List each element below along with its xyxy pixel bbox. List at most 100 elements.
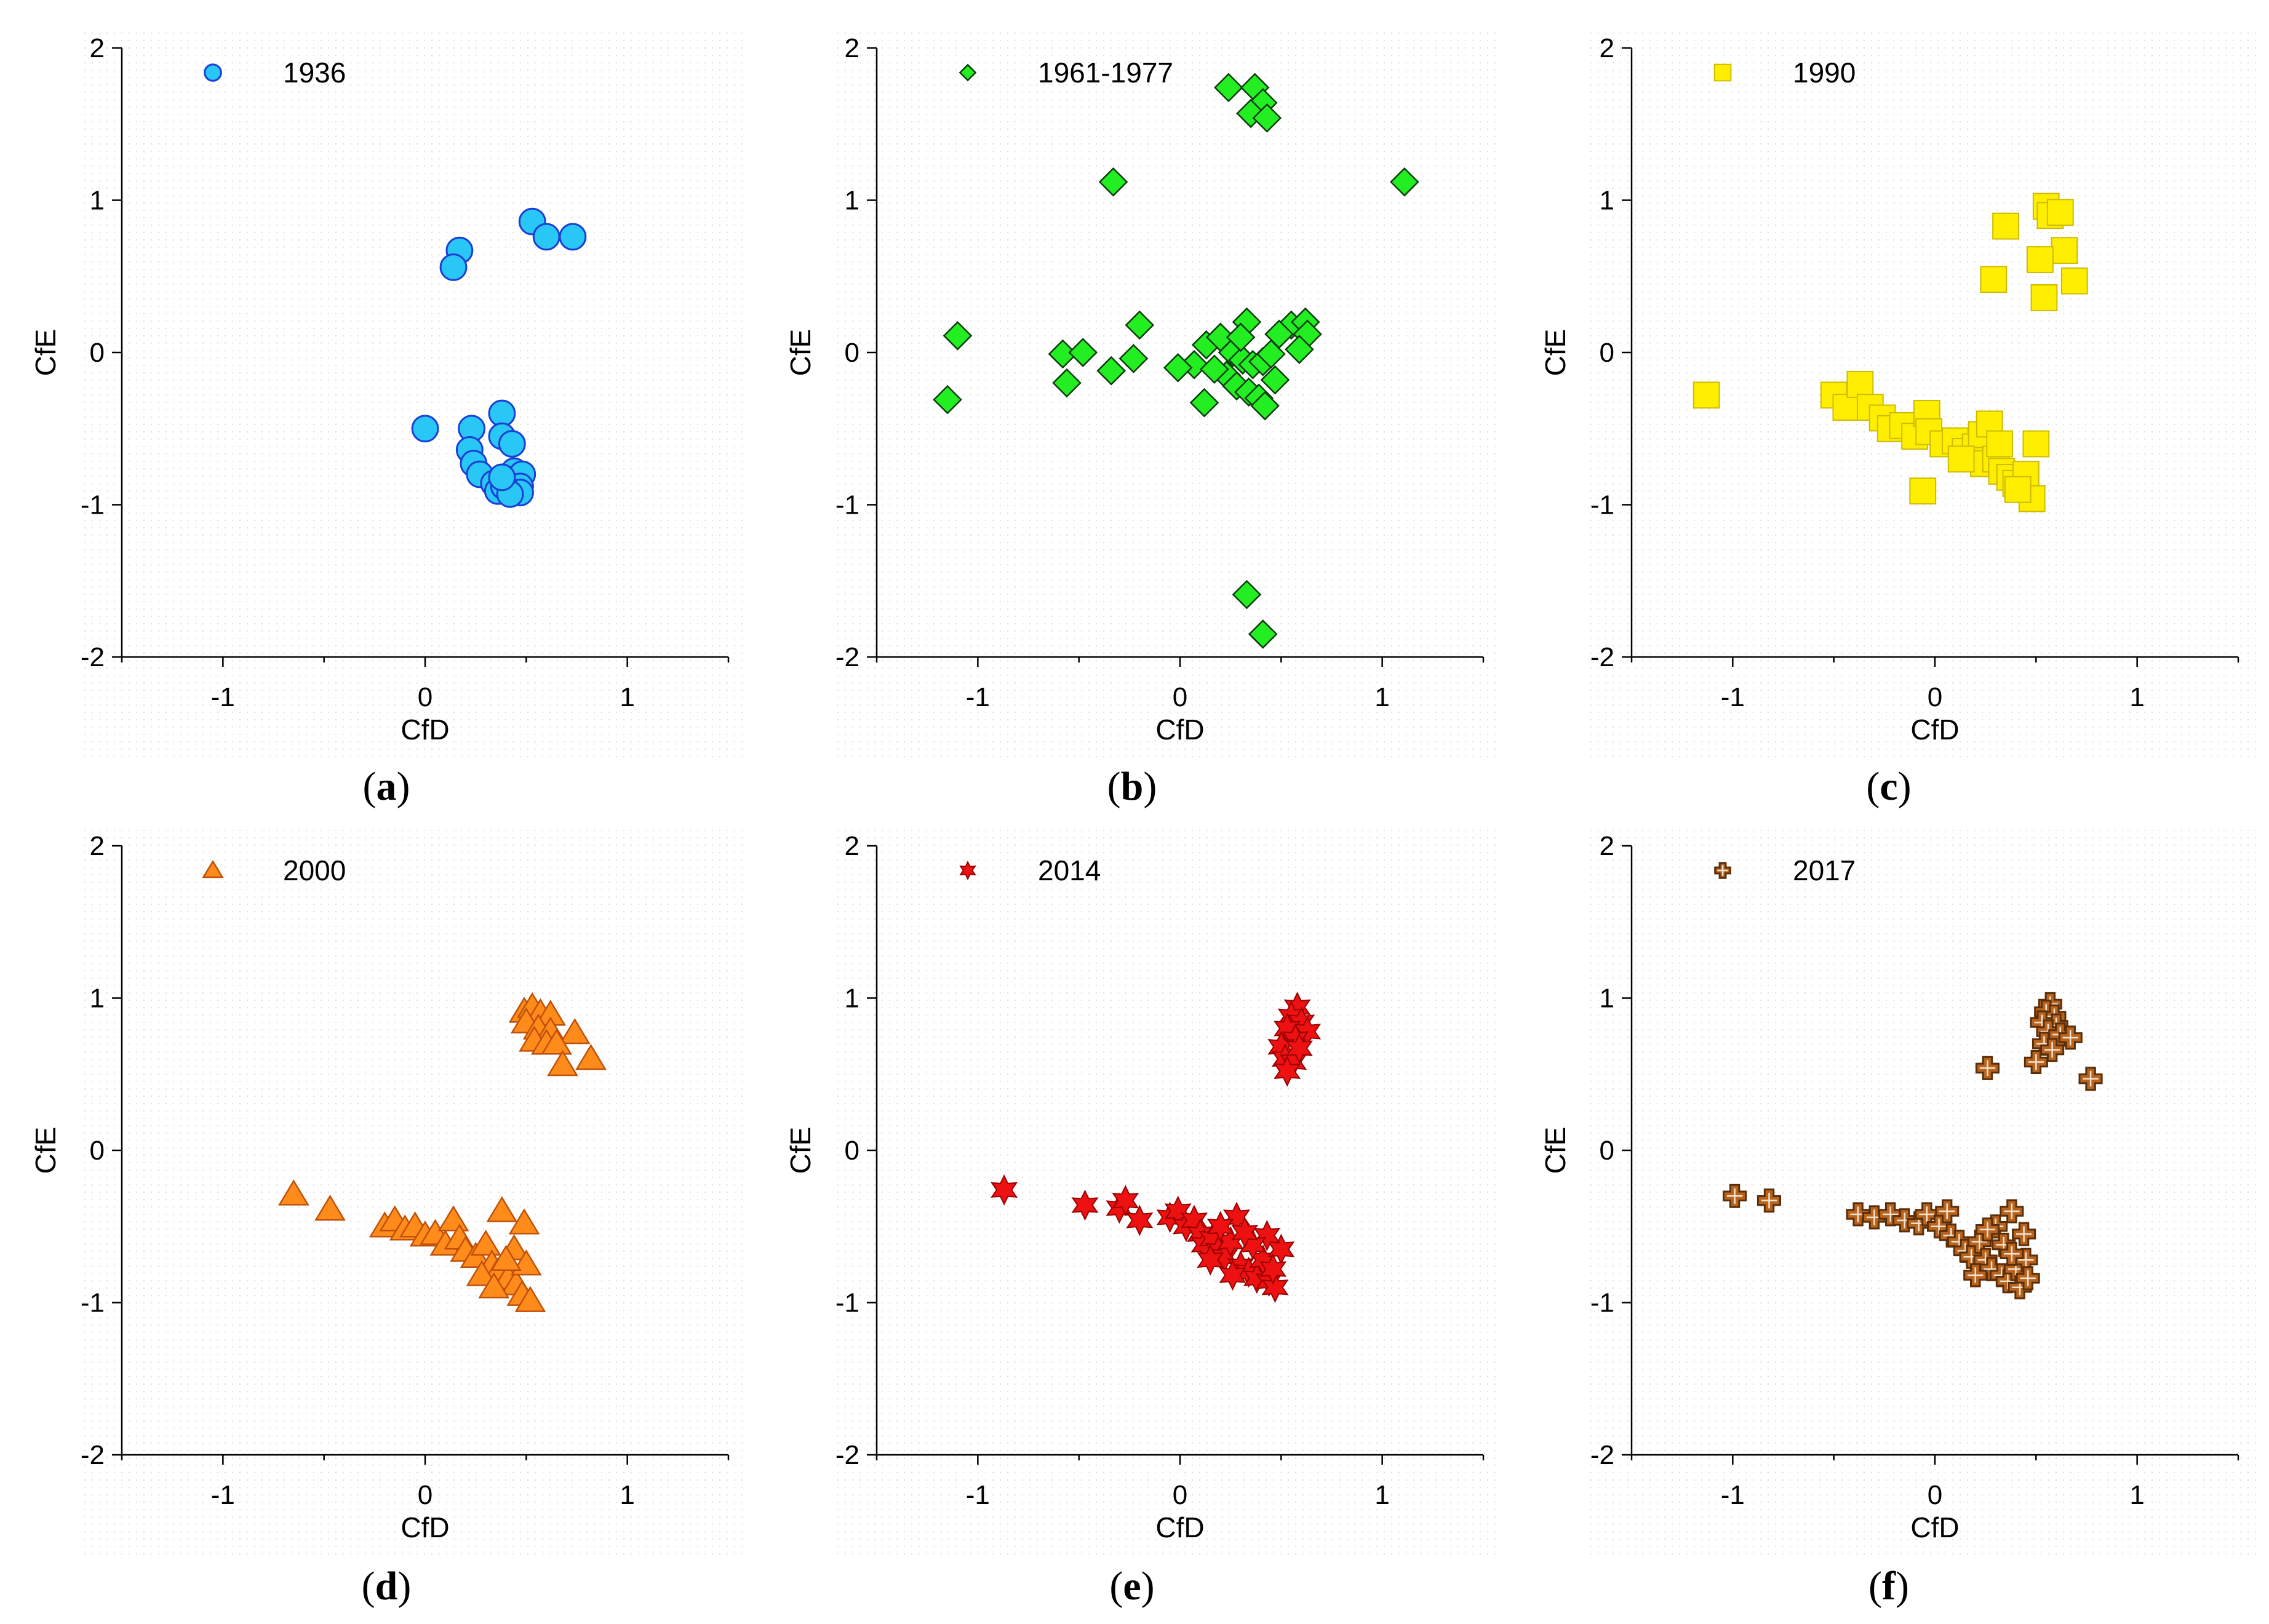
data-point: [2040, 1038, 2065, 1062]
data-point: [278, 1179, 309, 1206]
data-point: [466, 1260, 498, 1286]
data-point: [1200, 354, 1229, 384]
y-tick-label: 0: [90, 1136, 105, 1166]
caption-close-paren: ): [1896, 1564, 1909, 1609]
plot-background: [79, 827, 747, 1559]
series-1990: 1990: [1693, 57, 2088, 512]
data-point: [514, 1286, 546, 1312]
panel-caption: (d): [362, 1564, 412, 1609]
x-tick-label: -1: [966, 1480, 990, 1510]
data-point: [1986, 430, 2014, 458]
y-axis-title: CfE: [784, 329, 816, 376]
y-tick-label: -1: [835, 1288, 859, 1318]
data-point: [2027, 246, 2054, 273]
data-point: [1259, 1253, 1287, 1285]
x-tick-label: 0: [418, 682, 433, 712]
y-tick-label: 1: [90, 984, 105, 1014]
data-point: [2000, 1199, 2024, 1224]
plot-background: [1589, 827, 2257, 1559]
data-point: [1126, 1204, 1154, 1236]
y-tick-label: 0: [90, 338, 105, 368]
data-point: [1947, 445, 1975, 473]
x-axis-title: CfD: [1910, 1511, 1959, 1543]
plot-background: [1589, 30, 2257, 762]
legend-label: 1961-1977: [1038, 57, 1173, 89]
x-tick-label: 1: [1374, 682, 1389, 712]
data-point: [439, 253, 468, 281]
series-1961-1977: 1961-1977: [933, 57, 1419, 649]
data-point: [488, 399, 516, 428]
y-tick-label: -2: [835, 642, 859, 672]
plot-background: [79, 30, 747, 762]
data-point: [1231, 1217, 1259, 1249]
y-axis-title: CfE: [1539, 329, 1571, 376]
data-point: [2024, 1049, 2048, 1074]
data-point: [559, 223, 587, 251]
y-tick-label: 1: [1600, 984, 1614, 1014]
caption-open-paren: (: [363, 764, 377, 809]
y-tick-label: -1: [81, 1288, 105, 1318]
x-axis-title: CfD: [1155, 714, 1204, 746]
y-tick-label: 0: [1600, 1136, 1614, 1166]
x-axis-title: CfD: [401, 714, 449, 746]
y-tick-label: 2: [845, 33, 859, 63]
legend-marker: [1714, 862, 1731, 879]
data-point: [1096, 356, 1127, 386]
data-point: [508, 1208, 540, 1235]
data-point: [532, 223, 560, 251]
y-tick-label: 0: [845, 1136, 859, 1166]
data-point: [1206, 1211, 1234, 1243]
data-point: [943, 320, 973, 351]
legend-label: 2014: [1038, 854, 1101, 886]
x-tick-label: -1: [211, 682, 235, 712]
y-tick-label: 1: [845, 984, 859, 1014]
y-tick-label: 1: [845, 186, 859, 216]
x-tick-label: 1: [2129, 682, 2144, 712]
panel-e: 2 1 0 -1 -2 -1 0 1 CfD CfE 2014 (e): [784, 827, 1502, 1609]
caption-letter: f: [1882, 1564, 1896, 1609]
caption-close-paren: ): [1141, 1564, 1155, 1609]
series-2014: 2014: [959, 854, 1322, 1304]
data-point: [1252, 103, 1282, 133]
data-point: [1256, 339, 1286, 369]
data-point: [1846, 371, 1874, 398]
caption-open-paren: (: [1868, 1564, 1882, 1609]
y-axis-title: CfE: [30, 1127, 62, 1174]
data-point: [2058, 1025, 2083, 1050]
data-point: [1390, 167, 1419, 197]
data-point: [1909, 477, 1937, 505]
y-tick-label: 2: [1600, 831, 1614, 861]
legend-label: 2000: [283, 854, 346, 886]
caption-letter: a: [377, 764, 397, 809]
panel-caption: (f): [1868, 1564, 1909, 1609]
data-point: [1068, 338, 1098, 367]
legend-label: 1936: [283, 57, 346, 89]
y-tick-label: 1: [1600, 186, 1614, 216]
y-tick-label: 0: [1600, 338, 1614, 368]
caption-letter: c: [1880, 764, 1897, 809]
y-tick-label: 0: [845, 338, 859, 368]
x-tick-label: 0: [1928, 682, 1942, 712]
data-point: [2022, 430, 2050, 458]
x-tick-label: 0: [1928, 1480, 1942, 1510]
x-tick-label: 0: [418, 1480, 433, 1510]
y-tick-label: -2: [1590, 642, 1614, 672]
data-point: [1125, 310, 1155, 340]
x-tick-label: 1: [620, 682, 634, 712]
data-point: [2060, 267, 2088, 295]
panel-caption: (b): [1107, 764, 1157, 809]
y-tick-label: 2: [90, 831, 105, 861]
data-point: [478, 1272, 510, 1299]
x-tick-label: 0: [1173, 1480, 1187, 1510]
data-point: [1226, 322, 1256, 352]
y-tick-label: -1: [1590, 1288, 1614, 1318]
data-point: [314, 1195, 346, 1221]
data-point: [1935, 1199, 1960, 1224]
data-point: [2046, 199, 2074, 226]
data-point: [2030, 284, 2058, 311]
data-point: [2012, 1222, 2036, 1246]
caption-open-paren: (: [1866, 764, 1880, 809]
data-point: [1274, 1055, 1301, 1087]
caption-letter: d: [375, 1564, 398, 1609]
legend-marker: [204, 63, 222, 82]
